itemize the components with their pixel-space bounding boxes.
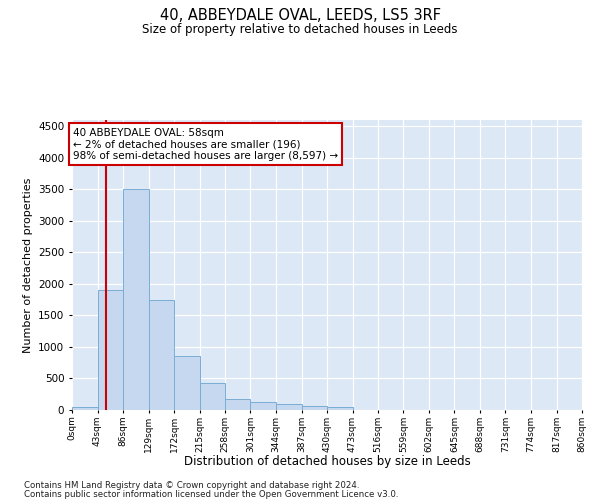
Bar <box>251 402 276 410</box>
Text: Size of property relative to detached houses in Leeds: Size of property relative to detached ho… <box>142 22 458 36</box>
Bar <box>276 404 302 410</box>
Text: Contains public sector information licensed under the Open Government Licence v3: Contains public sector information licen… <box>24 490 398 499</box>
Bar <box>199 383 225 410</box>
Text: Distribution of detached houses by size in Leeds: Distribution of detached houses by size … <box>184 455 470 468</box>
Bar <box>327 408 353 410</box>
Bar <box>174 356 199 410</box>
Bar <box>225 399 251 410</box>
Text: 40 ABBEYDALE OVAL: 58sqm
← 2% of detached houses are smaller (196)
98% of semi-d: 40 ABBEYDALE OVAL: 58sqm ← 2% of detache… <box>73 128 338 161</box>
Bar <box>123 190 149 410</box>
Bar <box>72 407 97 410</box>
Text: Contains HM Land Registry data © Crown copyright and database right 2024.: Contains HM Land Registry data © Crown c… <box>24 481 359 490</box>
Bar <box>149 300 174 410</box>
Bar <box>302 406 327 410</box>
Y-axis label: Number of detached properties: Number of detached properties <box>23 178 32 352</box>
Text: 40, ABBEYDALE OVAL, LEEDS, LS5 3RF: 40, ABBEYDALE OVAL, LEEDS, LS5 3RF <box>160 8 440 22</box>
Bar <box>97 290 123 410</box>
